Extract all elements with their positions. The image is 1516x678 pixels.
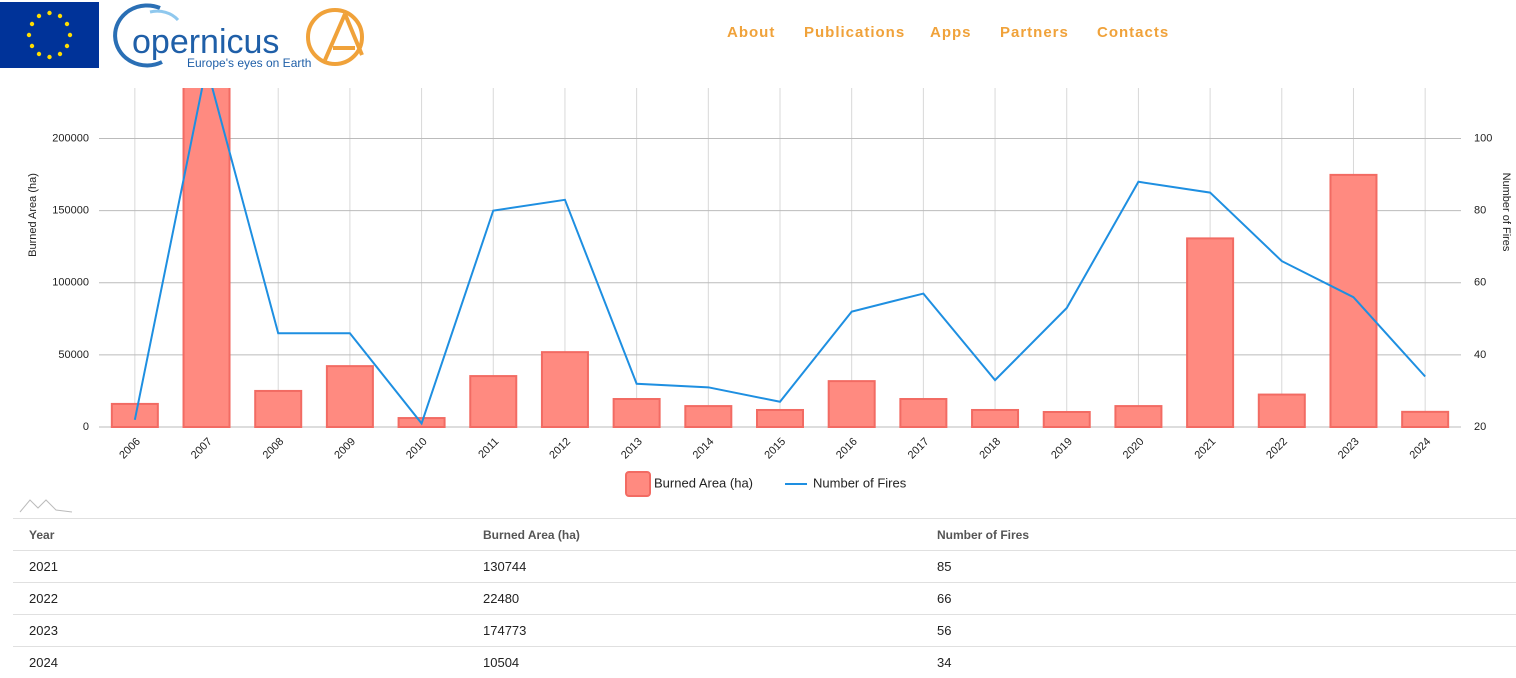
y-tick-label: 150000 — [52, 205, 89, 217]
table-cell: 34 — [710, 647, 1516, 678]
x-tick-label: 2014 — [691, 436, 717, 462]
x-tick-label: 2015 — [762, 436, 788, 462]
bar — [829, 381, 875, 427]
x-tick-label: 2022 — [1264, 436, 1290, 462]
bar — [542, 352, 588, 427]
y2-tick-label: 20 — [1474, 421, 1486, 433]
table-cell: 2024 — [13, 647, 256, 678]
nav-link[interactable]: Publications — [804, 24, 905, 41]
y-tick-label: 100000 — [52, 277, 89, 289]
table-cell: 2022 — [13, 583, 256, 615]
x-tick-label: 2012 — [547, 436, 573, 462]
x-tick-label: 2006 — [117, 436, 143, 462]
table-cell: 130744 — [256, 551, 710, 583]
table-cell: 22480 — [256, 583, 710, 615]
x-tick-label: 2009 — [332, 436, 358, 462]
x-tick-label: 2010 — [404, 436, 430, 462]
chart: opernicus Europe's eyes on Earth Burned … — [0, 0, 1516, 518]
x-tick-label: 2020 — [1121, 436, 1147, 462]
y-tick-label: 200000 — [52, 132, 89, 144]
x-tick-label: 2016 — [834, 436, 860, 462]
bar — [972, 410, 1018, 427]
legend-label: Burned Area (ha) — [654, 475, 753, 490]
column-header: Burned Area (ha) — [256, 519, 710, 551]
bar — [685, 406, 731, 427]
x-tick-label: 2024 — [1408, 436, 1434, 462]
y-axis-label: Burned Area (ha) — [27, 173, 39, 257]
x-tick-label: 2013 — [619, 436, 645, 462]
x-tick-label: 2021 — [1192, 436, 1218, 462]
bar — [614, 399, 660, 427]
bar — [1115, 406, 1161, 427]
y2-axis-label: Number of Fires — [1500, 173, 1512, 252]
bar — [184, 38, 230, 427]
bar — [1330, 175, 1376, 427]
y2-tick-label: 80 — [1474, 205, 1486, 217]
x-tick-label: 2018 — [977, 436, 1003, 462]
table-cell: 85 — [710, 551, 1516, 583]
x-tick-label: 2023 — [1336, 436, 1362, 462]
nav-link[interactable]: About — [727, 24, 775, 41]
y2-tick-label: 40 — [1474, 349, 1486, 361]
section-icon — [20, 500, 72, 512]
column-header: Year — [13, 519, 256, 551]
nav-link[interactable]: Partners — [1000, 24, 1069, 41]
logo-tagline: Europe's eyes on Earth — [187, 56, 311, 70]
bar — [1187, 238, 1233, 427]
x-tick-label: 2008 — [261, 436, 287, 462]
nav-link[interactable]: Contacts — [1097, 24, 1169, 41]
table-cell: 2021 — [13, 551, 256, 583]
table-cell: 2023 — [13, 615, 256, 647]
x-tick-label: 2017 — [906, 436, 932, 462]
y-tick-label: 50000 — [58, 349, 89, 361]
bar — [327, 366, 373, 427]
bar — [1044, 412, 1090, 427]
logo-swoosh-light — [150, 11, 178, 20]
bar — [470, 376, 516, 427]
x-tick-label: 2011 — [476, 436, 501, 461]
y2-tick-label: 60 — [1474, 277, 1486, 289]
bar — [1259, 395, 1305, 427]
x-tick-label: 2019 — [1049, 436, 1075, 462]
legend-label: Number of Fires — [813, 475, 907, 490]
bar — [757, 410, 803, 427]
x-tick-label: 2007 — [189, 436, 215, 462]
nav-link[interactable]: Apps — [930, 24, 972, 41]
bar — [1402, 412, 1448, 427]
bar — [900, 399, 946, 427]
table-cell: 66 — [710, 583, 1516, 615]
y-tick-label: 0 — [83, 421, 89, 433]
column-header: Number of Fires — [710, 519, 1516, 551]
legend-swatch — [626, 472, 650, 496]
table-cell: 174773 — [256, 615, 710, 647]
y2-tick-label: 100 — [1474, 132, 1492, 144]
bar — [255, 391, 301, 427]
table-cell: 56 — [710, 615, 1516, 647]
table-cell: 10504 — [256, 647, 710, 678]
